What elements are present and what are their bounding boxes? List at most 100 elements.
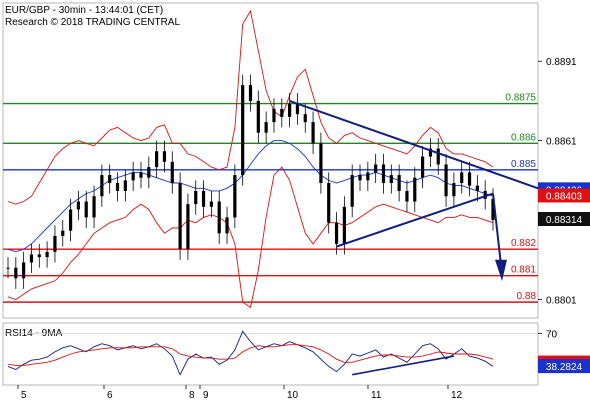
candle-body [123, 180, 127, 191]
chart-copyright: Research © 2018 TRADING CENTRAL [5, 17, 180, 28]
candle-body [178, 183, 182, 250]
candle-body [381, 164, 386, 183]
candle-body [155, 151, 159, 168]
candle-body [233, 175, 237, 218]
candle-body [147, 167, 151, 178]
candle-body [350, 175, 354, 207]
moving-average [7, 140, 494, 253]
candle-body [295, 103, 300, 115]
candle-body [334, 222, 339, 244]
price-box-label: 0.88403 [546, 191, 583, 202]
candle-body [170, 161, 174, 183]
candle-body [186, 204, 190, 250]
candle-body [256, 100, 260, 133]
candle-body [374, 164, 378, 173]
candle-body [460, 172, 464, 183]
axes-layer: 0.88910.88610.88010.884260.884030.883147… [17, 57, 590, 400]
candle-body [209, 201, 213, 207]
candle-body [29, 254, 34, 263]
level-label: 0.88 [517, 291, 537, 302]
x-tick-label: 6 [107, 390, 113, 400]
rsi-tick-label: 70 [546, 329, 558, 340]
forecast-arrow [492, 193, 502, 266]
rsi-trendline [352, 355, 455, 376]
main-plot-layer: 0.8875 0.886 0.885 0.882 0.881 0.88 [3, 9, 539, 309]
candle-body [241, 85, 245, 176]
candle-body [45, 251, 49, 258]
candle-body [413, 177, 417, 202]
candle-body [342, 206, 346, 244]
x-tick-label: 10 [287, 390, 299, 400]
candle-body [475, 185, 479, 191]
candle-body [217, 201, 221, 234]
candle-body [92, 196, 96, 218]
candle-body [76, 201, 81, 210]
candle-body [6, 267, 10, 269]
x-tick-label: 5 [21, 390, 27, 400]
candle-body [311, 122, 315, 144]
candle-body [272, 108, 276, 123]
y-tick-label: 0.8891 [546, 57, 577, 68]
candle-body [288, 103, 292, 117]
rsi-box-label: 38.2824 [546, 362, 583, 373]
x-tick-label: 11 [371, 390, 382, 400]
candle-body [358, 175, 362, 181]
candle-body [483, 190, 487, 199]
candle-body [444, 164, 448, 197]
candle-body [100, 175, 104, 197]
candle-body [491, 198, 495, 221]
rsi-ma-line [7, 344, 494, 366]
candle-body [201, 190, 206, 207]
candle-body [248, 85, 253, 101]
level-label: 0.881 [511, 265, 536, 276]
price-box [538, 212, 590, 226]
chart-title: EUR/GBP - 30min - 13:44:01 (CET) [5, 5, 163, 16]
candle-body [14, 267, 18, 279]
candle-body [108, 175, 112, 183]
candle-body [53, 235, 57, 252]
candle-body [280, 108, 284, 117]
candle-body [22, 262, 26, 279]
price-box-label: 0.88314 [546, 215, 583, 226]
candle-body [84, 201, 88, 218]
rsi-plot-layer [3, 330, 538, 376]
price-box [538, 188, 590, 203]
candle-body [405, 190, 409, 202]
rsi-panel [2, 322, 539, 386]
trendline-lower [336, 192, 494, 248]
bollinger-lower [7, 166, 494, 309]
candle-body [115, 183, 120, 191]
y-tick-label: 0.8801 [546, 295, 577, 306]
bollinger-upper [7, 9, 494, 205]
candle-body [420, 156, 425, 178]
candle-body [139, 172, 143, 178]
candle-body [452, 183, 456, 197]
candle-body [225, 217, 229, 234]
candle-body [264, 122, 268, 133]
candle-body [194, 190, 198, 205]
candle-body [68, 209, 73, 231]
trendline-upper [289, 99, 539, 190]
main-panel [2, 2, 539, 319]
candle-body [303, 114, 307, 123]
level-label: 0.882 [511, 238, 536, 249]
candle-body [131, 172, 135, 181]
candle-body [61, 230, 65, 236]
x-tick-label: 9 [203, 390, 209, 400]
level-label: 0.8875 [505, 93, 536, 104]
candle-body [162, 151, 167, 162]
candle-body [327, 183, 331, 223]
x-tick-label: 12 [451, 390, 463, 400]
level-label: 0.886 [511, 132, 536, 143]
candle-body [397, 175, 401, 191]
x-tick-label: 8 [189, 390, 195, 400]
forecast-arrowhead [495, 259, 507, 281]
candle-body [319, 143, 323, 183]
candle-body [436, 148, 440, 165]
level-label: 0.885 [511, 159, 536, 170]
candle-body [37, 254, 41, 258]
candle-body [467, 172, 472, 186]
candle-body [389, 175, 393, 183]
candle-body [366, 172, 370, 181]
